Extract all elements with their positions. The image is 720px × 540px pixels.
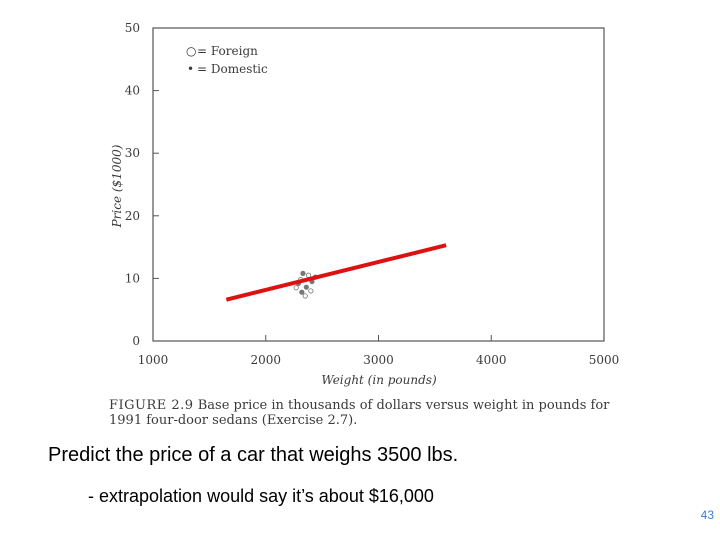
domestic-point — [300, 270, 306, 276]
legend-symbol-domestic: • — [187, 62, 194, 76]
figure-caption: FIGURE 2.9 Base price in thousands of do… — [109, 398, 629, 428]
foreign-point — [308, 288, 314, 294]
y-tick-label: 30 — [125, 146, 140, 160]
y-tick-label: 50 — [125, 21, 140, 35]
x-axis-title: Weight (in pounds) — [321, 373, 437, 387]
foreign-point — [293, 285, 299, 291]
data-points — [293, 270, 318, 299]
foreign-point — [302, 293, 308, 299]
domestic-point — [303, 284, 309, 290]
legend-symbol-foreign: ○ — [186, 44, 196, 58]
y-tick-label: 40 — [125, 84, 140, 98]
figure-number: FIGURE 2.9 — [109, 398, 194, 413]
answer-text: - extrapolation would say it’s about $16… — [88, 486, 434, 506]
x-tick-label: 3000 — [363, 353, 394, 367]
x-tick-label: 2000 — [250, 353, 281, 367]
x-tick-label: 1000 — [138, 353, 169, 367]
caption-text: Base price in thousands of dollars versu… — [109, 398, 610, 428]
question-text: Predict the price of a car that weighs 3… — [48, 444, 459, 466]
legend-label-domestic: = Domestic — [197, 62, 268, 76]
x-tick-label: 4000 — [476, 353, 507, 367]
y-axis-title: Price ($1000) — [110, 144, 124, 228]
x-tick-label: 5000 — [589, 353, 620, 367]
y-tick-label: 0 — [132, 334, 140, 348]
foreign-point — [305, 272, 312, 278]
trend-line — [225, 243, 447, 302]
legend: ○ = Foreign • = Domestic — [186, 44, 268, 76]
axis-tick-labels: 0 10 20 30 40 50 1000 2000 3000 4000 5000 — [125, 21, 620, 367]
legend-label-foreign: = Foreign — [197, 44, 258, 58]
domestic-point — [299, 289, 305, 295]
scatter-chart: 0 10 20 30 40 50 1000 2000 3000 4000 5000 Price ($… — [110, 21, 620, 387]
slide-number: 43 — [700, 508, 714, 522]
axis-ticks — [152, 27, 605, 342]
y-tick-label: 20 — [125, 209, 140, 223]
y-tick-label: 10 — [125, 271, 140, 285]
